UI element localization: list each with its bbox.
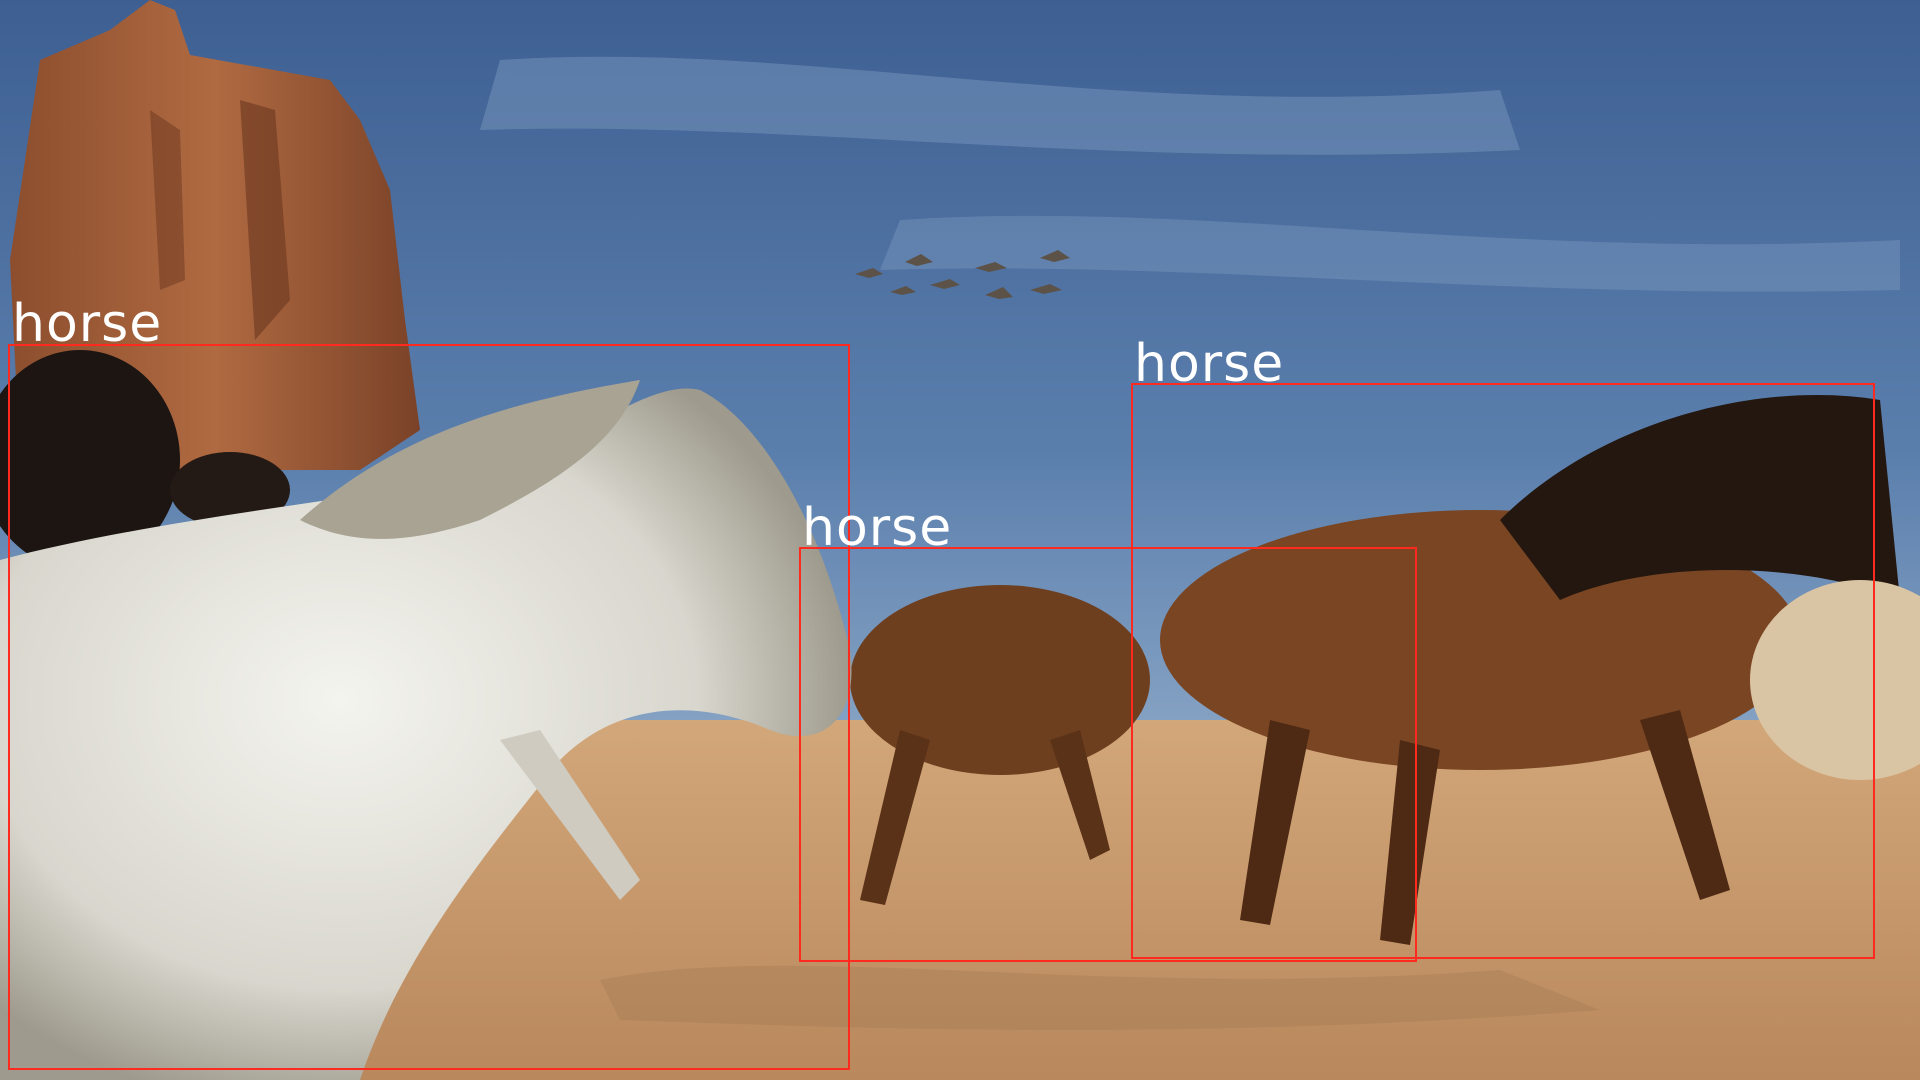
- brown-horse-leg: [1050, 730, 1110, 860]
- dark-horse-head: [170, 452, 290, 528]
- dust: [600, 965, 1600, 1030]
- cloud-streak: [480, 56, 1520, 155]
- butte-shadow: [240, 100, 290, 340]
- detection-label: horse: [1134, 334, 1285, 394]
- dark-horse: [0, 350, 180, 570]
- brown-horse-leg: [1240, 720, 1310, 925]
- detection-label: horse: [12, 294, 163, 354]
- detection-box-horse-1: [8, 344, 850, 1070]
- white-horse: [0, 388, 852, 1080]
- butte-shadow: [150, 110, 185, 290]
- detection-box-horse-2: [799, 547, 1417, 962]
- bird-flock: [855, 250, 1070, 299]
- brown-horse-leg: [1380, 740, 1440, 945]
- detection-box-horse-3: [1131, 383, 1875, 959]
- mane: [1500, 395, 1900, 600]
- white-horse-leg: [500, 730, 640, 900]
- white-horse-mane: [300, 380, 640, 539]
- detection-label: horse: [802, 498, 953, 558]
- cloud-streak: [880, 215, 1900, 292]
- cream-horse: [1750, 580, 1920, 780]
- brown-horse: [850, 585, 1150, 775]
- brown-horse-leg: [860, 730, 930, 905]
- butte-rock: [10, 0, 420, 470]
- brown-horse-leg: [1640, 710, 1730, 900]
